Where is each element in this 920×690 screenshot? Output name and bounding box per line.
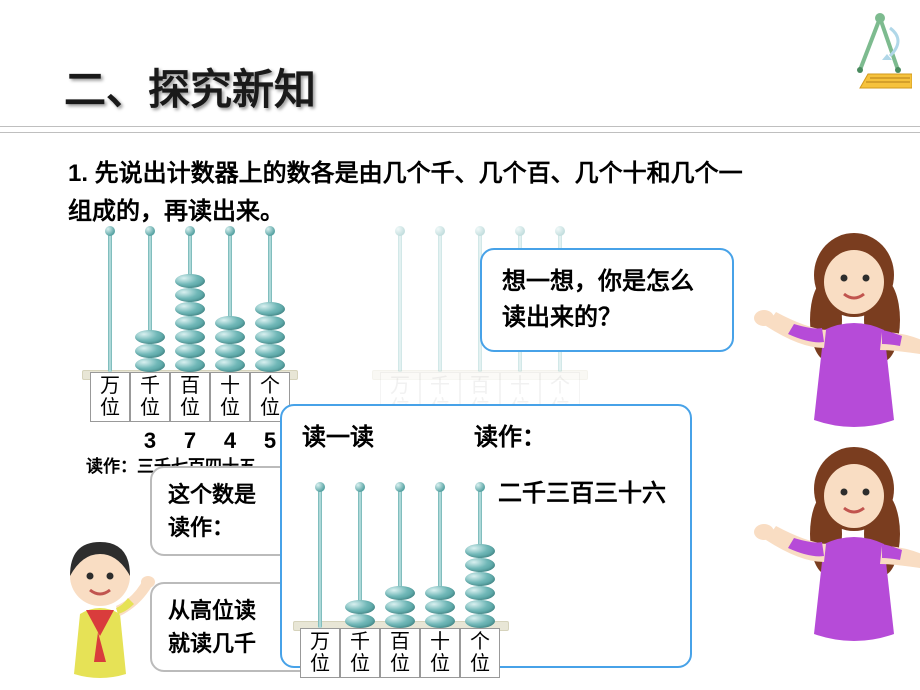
teacher-character: [744, 434, 920, 654]
reading-prefix: 读作：: [474, 420, 546, 456]
section-title: 二、探究新知: [64, 56, 316, 117]
abacus-2336: 万位千位百位十位个位: [300, 488, 500, 678]
reading-value: 二千三百三十六: [498, 476, 670, 512]
divider-line: [0, 126, 920, 127]
divider-line: [0, 132, 920, 133]
bubble-text: 这个数是: [168, 482, 256, 507]
abacus-3745: 万位千位百位十位个位: [90, 232, 290, 422]
bubble-text: 就读几千: [168, 631, 256, 656]
bubble-text: 想一想，你是怎么: [502, 268, 694, 295]
problem-prompt: 1. 先说出计数器上的数各是由几个千、几个百、几个十和几个一 组成的，再读出来。: [68, 155, 743, 232]
bubble-text: 读出来的？: [502, 304, 622, 331]
bubble-text: 读作：: [168, 515, 234, 540]
think-bubble: 想一想，你是怎么 读出来的？: [480, 248, 734, 352]
bubble-text: 从高位读: [168, 598, 256, 623]
corner-decoration-icon: [832, 10, 912, 90]
digits-row: 3745: [90, 428, 290, 454]
boy-character: [40, 524, 160, 684]
teacher-character: [744, 220, 920, 440]
read-title: 读一读: [302, 420, 374, 456]
